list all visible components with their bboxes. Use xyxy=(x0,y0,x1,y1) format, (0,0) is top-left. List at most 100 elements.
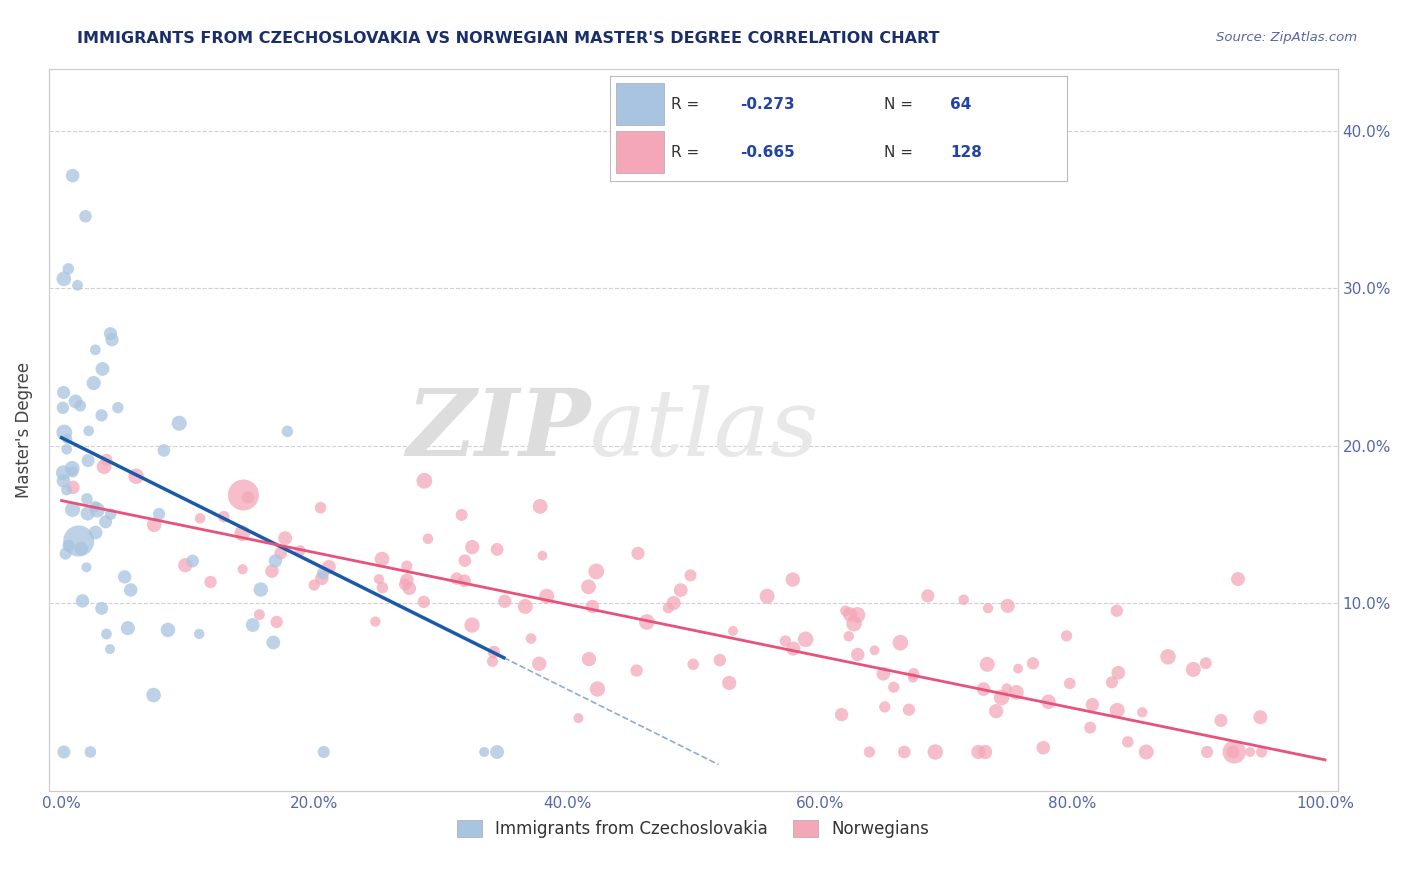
Text: ZIP: ZIP xyxy=(406,384,591,475)
Point xyxy=(236,490,259,504)
Text: Source: ZipAtlas.com: Source: ZipAtlas.com xyxy=(1216,31,1357,45)
Point xyxy=(581,599,603,614)
Point xyxy=(84,525,107,540)
Point xyxy=(782,573,804,587)
Point xyxy=(794,632,817,647)
Point xyxy=(266,615,288,629)
Point xyxy=(626,664,648,678)
Point xyxy=(100,326,122,341)
Point xyxy=(181,554,204,568)
Point xyxy=(1226,572,1249,586)
Point xyxy=(1239,745,1261,759)
Point xyxy=(66,278,89,293)
Point xyxy=(242,618,264,632)
Point xyxy=(270,546,292,560)
Y-axis label: Master's Degree: Master's Degree xyxy=(15,362,32,498)
Point xyxy=(486,542,509,557)
Point xyxy=(67,533,90,548)
Point xyxy=(578,652,600,666)
Point xyxy=(143,517,166,532)
Point xyxy=(842,616,865,631)
Point xyxy=(453,574,475,588)
Point xyxy=(1007,662,1029,676)
Point xyxy=(247,607,270,622)
Point xyxy=(1157,649,1180,664)
Point xyxy=(90,409,112,423)
Point xyxy=(84,500,107,514)
Point xyxy=(454,554,477,568)
Point xyxy=(260,564,283,578)
Point xyxy=(536,589,558,603)
Point xyxy=(709,653,731,667)
Point xyxy=(52,385,75,400)
Point xyxy=(1222,745,1244,759)
Point xyxy=(952,592,974,607)
Point xyxy=(84,343,107,357)
Point xyxy=(412,595,434,609)
Point xyxy=(662,596,685,610)
Point xyxy=(1182,663,1205,677)
Point xyxy=(494,594,516,608)
Point xyxy=(56,432,79,446)
Point xyxy=(486,745,509,759)
Point xyxy=(395,559,418,574)
Point xyxy=(1197,745,1219,759)
Point xyxy=(232,562,254,576)
Point xyxy=(312,745,335,759)
Point xyxy=(1056,629,1078,643)
Point xyxy=(1038,695,1060,709)
Point xyxy=(91,362,114,376)
Point xyxy=(364,615,387,629)
Point xyxy=(264,554,287,568)
Point xyxy=(520,632,543,646)
Point xyxy=(586,681,609,696)
Point xyxy=(682,657,704,672)
Point xyxy=(55,547,77,561)
Point xyxy=(52,474,75,488)
Point xyxy=(200,574,222,589)
Point xyxy=(1223,745,1246,759)
Point xyxy=(1022,657,1045,671)
Point xyxy=(917,589,939,603)
Point xyxy=(567,711,589,725)
Point xyxy=(117,621,139,635)
Point xyxy=(62,169,84,183)
Point xyxy=(100,507,122,521)
Point xyxy=(309,500,332,515)
Point xyxy=(368,572,391,586)
Point xyxy=(70,541,93,556)
Point xyxy=(1135,745,1157,759)
Point xyxy=(262,635,284,649)
Point xyxy=(311,571,333,585)
Point xyxy=(94,515,117,529)
Point xyxy=(1250,745,1272,759)
Point xyxy=(232,488,254,502)
Point xyxy=(96,627,118,641)
Point xyxy=(77,424,100,438)
Point xyxy=(1101,675,1123,690)
Point xyxy=(883,680,905,694)
Point xyxy=(718,676,741,690)
Point xyxy=(873,700,896,714)
Point xyxy=(125,469,148,483)
Text: atlas: atlas xyxy=(591,384,820,475)
Point xyxy=(585,565,607,579)
Point xyxy=(858,745,880,759)
Point xyxy=(1116,735,1139,749)
Point xyxy=(1209,714,1232,728)
Point xyxy=(997,599,1019,613)
Point xyxy=(394,577,416,591)
Point xyxy=(903,666,925,681)
Point xyxy=(461,540,484,554)
Point xyxy=(416,532,439,546)
Point xyxy=(53,425,76,440)
Point xyxy=(52,272,75,286)
Point xyxy=(669,583,692,598)
Point xyxy=(831,707,853,722)
Point xyxy=(472,745,495,759)
Point xyxy=(973,682,995,697)
Point xyxy=(1081,698,1104,712)
Point xyxy=(188,511,211,525)
Point xyxy=(893,745,915,759)
Point xyxy=(834,604,856,618)
